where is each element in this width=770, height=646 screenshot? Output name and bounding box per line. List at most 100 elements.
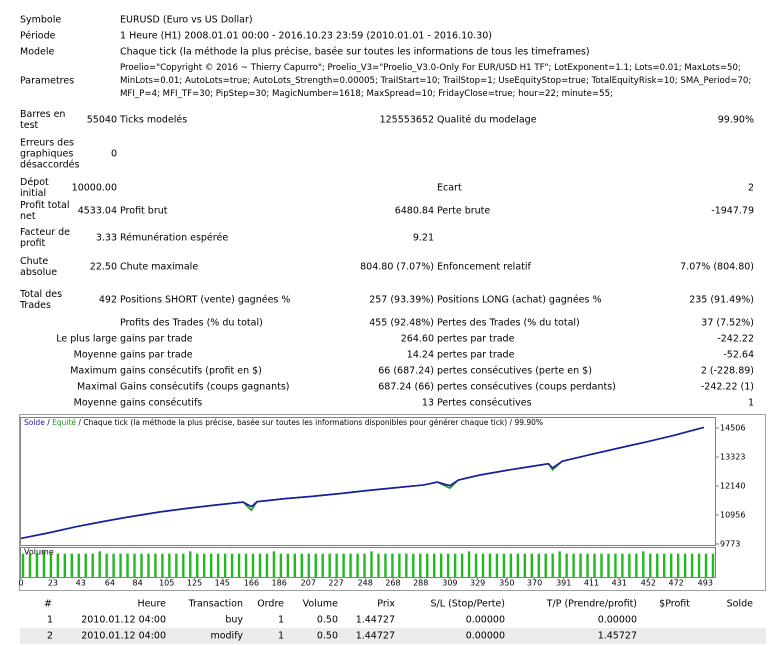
y-tick-label: 9773 [720, 539, 740, 548]
stat-label: gains par trade [120, 333, 193, 345]
table-header: S/L (Stop/Perte) [430, 598, 505, 610]
table-header: # [44, 598, 52, 610]
table-cell: 1.44727 [355, 630, 395, 642]
x-tick-label: 493 [698, 579, 713, 588]
y-tick-label: 12140 [720, 481, 745, 490]
table-header: Heure [137, 598, 166, 610]
stat-value: -1947.79 [711, 205, 754, 217]
stat-value: 2 [747, 182, 754, 194]
table-header: Ordre [257, 598, 284, 610]
info-label: Modele [20, 46, 55, 58]
x-tick-label: 391 [556, 579, 571, 588]
stat-value: 125553652 [379, 114, 434, 126]
table-cell: 1.45727 [597, 630, 637, 642]
x-tick-label: 207 [301, 579, 316, 588]
stat-label: Erreurs des graphiques désaccordés [20, 137, 80, 171]
stat-label: Profits des Trades (% du total) [120, 317, 263, 329]
stat-label: Qualité du modelage [437, 114, 537, 126]
x-tick-label: 329 [470, 579, 485, 588]
x-tick-label: 370 [527, 579, 542, 588]
stat-label: Barres en test [20, 109, 66, 131]
header-part: / [47, 418, 50, 427]
stat-value: 10000.00 [71, 182, 117, 194]
stat-label: Moyenne [73, 397, 117, 409]
stat-value: 687.24 (66) [378, 381, 434, 393]
header-part: / [78, 418, 81, 427]
stat-label: Total des Trades [20, 289, 63, 311]
info-value: 1 Heure (H1) 2008.01.01 00:00 - 2016.10.… [120, 30, 492, 42]
stat-value: 99.90% [717, 114, 754, 126]
stat-label: Facteur de profit [20, 227, 71, 249]
table-header: Prix [377, 598, 395, 610]
stat-label: Rémunération espérée [120, 232, 229, 244]
header-part: 99.90% [514, 418, 543, 427]
x-tick-label: 105 [159, 579, 174, 588]
stat-value: 7.07% (804.80) [680, 261, 754, 273]
x-tick-label: 145 [215, 579, 230, 588]
chart-header: Solde / Equité / Chaque tick (la méthode… [24, 418, 543, 427]
x-tick-label: 268 [385, 579, 400, 588]
stat-value: 3.33 [95, 232, 117, 244]
series-line [20, 426, 705, 540]
table-cell: 1.44727 [355, 614, 395, 626]
stat-value: 492 [98, 294, 117, 306]
x-tick-label: 431 [612, 579, 627, 588]
stat-label: Dépot initial [20, 177, 49, 199]
stat-value: 9.21 [412, 232, 434, 244]
table-header: Transaction [188, 598, 243, 610]
x-tick-label: 0 [18, 579, 23, 588]
x-tick-label: 309 [442, 579, 457, 588]
table-header: $Profit [659, 598, 690, 610]
stat-value: 804.80 (7.07%) [360, 261, 434, 273]
table-cell: 0.00000 [465, 614, 505, 626]
x-tick-label: 452 [641, 579, 656, 588]
x-tick-label: 125 [187, 579, 202, 588]
row-bg [20, 628, 766, 644]
stat-value: 37 (7.52%) [701, 317, 754, 329]
table-cell: 1 [47, 614, 54, 626]
stat-value: 66 (687.24) [378, 365, 434, 377]
x-tick-label: 186 [272, 579, 287, 588]
stat-label: Maximum [70, 365, 117, 377]
stat-value: 2 (-228.89) [700, 365, 754, 377]
x-tick-label: 350 [499, 579, 514, 588]
stat-label: Moyenne [73, 349, 117, 361]
volume-frame [20, 547, 716, 578]
stat-label: pertes consécutives (coups perdants) [437, 381, 616, 393]
stat-value: 455 (92.48%) [369, 317, 434, 329]
stat-label: Perte brute [437, 205, 491, 217]
stat-label: gains par trade [120, 349, 193, 361]
stat-label: Pertes consécutives [437, 397, 532, 409]
stat-value: -242.22 [717, 333, 754, 345]
stat-value: 6480.84 [394, 205, 434, 217]
params-line: MinLots=0.01; AutoLots=true; AutoLots_St… [120, 76, 752, 86]
stat-value: 1 [747, 397, 754, 409]
header-part: Equité [52, 418, 76, 427]
stat-value: 4533.04 [77, 205, 117, 217]
stat-value: 235 (91.49%) [689, 294, 754, 306]
table-cell: 0.50 [316, 630, 338, 642]
stat-label: Le plus large [56, 333, 117, 345]
stat-label: Chute absolue [20, 256, 58, 278]
info-label: Période [20, 30, 56, 42]
stat-value: 0 [110, 148, 117, 160]
info-value: EURUSD (Euro vs US Dollar) [120, 14, 253, 26]
table-header: Volume [302, 598, 338, 610]
x-tick-label: 288 [413, 579, 428, 588]
info-label: Symbole [20, 14, 62, 26]
header-part: / [510, 418, 513, 427]
stat-label: Profit total net [20, 200, 70, 222]
stat-label: Positions SHORT (vente) gagnées % [120, 294, 291, 306]
stat-label: pertes consécutives (perte en $) [437, 365, 592, 377]
table-cell: 1 [277, 614, 284, 626]
table-cell: 2010.01.12 04:00 [81, 614, 166, 626]
x-tick-label: 64 [105, 579, 115, 588]
table-cell: 0.50 [316, 614, 338, 626]
table-header: Solde [726, 598, 753, 610]
x-tick-label: 248 [358, 579, 373, 588]
table-cell: 2 [47, 630, 54, 642]
table-cell: 1 [277, 630, 284, 642]
params-label: Parametres [20, 75, 75, 87]
stat-value: 13 [421, 397, 434, 409]
